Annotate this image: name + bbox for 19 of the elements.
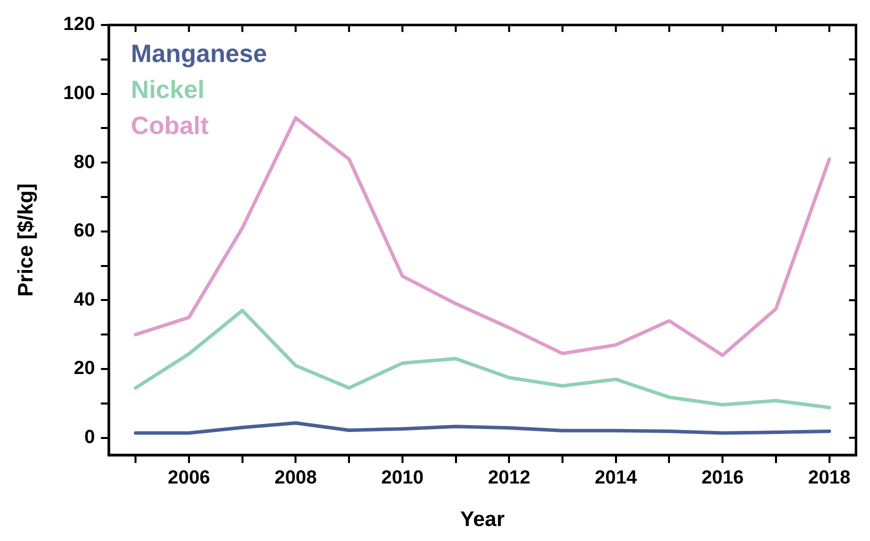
text: Cobalt xyxy=(130,112,210,140)
y-tick-label: 80 xyxy=(74,152,95,173)
y-tick-label: 0 xyxy=(84,427,95,448)
y-tick-label: 120 xyxy=(63,14,95,36)
y-tick-label: 20 xyxy=(74,358,95,380)
y-axis-title: Price [$/kg] xyxy=(14,183,38,297)
x-tick-label: 2008 xyxy=(274,468,317,489)
text: Manganese xyxy=(130,40,268,68)
x-tick-label: 2006 xyxy=(168,468,210,489)
x-axis-title: Year xyxy=(460,508,505,532)
y-tick-label: 60 xyxy=(74,220,95,242)
text: Nickel xyxy=(130,76,205,104)
x-tick-label: 2018 xyxy=(808,468,850,489)
x-tick-label: 2016 xyxy=(701,468,744,489)
y-tick-label: 100 xyxy=(63,83,95,104)
x-tick-label: 2012 xyxy=(488,468,530,489)
x-tick-label: 2010 xyxy=(381,468,424,489)
x-tick-label: 2014 xyxy=(594,468,638,489)
y-tick-label: 40 xyxy=(74,289,95,310)
